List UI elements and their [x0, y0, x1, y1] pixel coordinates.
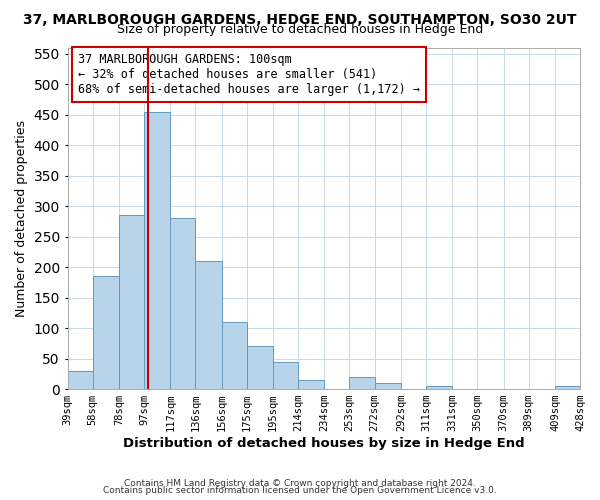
Bar [68, 371, 92, 389]
Text: 37, MARLBOROUGH GARDENS, HEDGE END, SOUTHAMPTON, SO30 2UT: 37, MARLBOROUGH GARDENS, HEDGE END, SOUT… [23, 12, 577, 26]
Bar [119, 215, 144, 389]
Bar [247, 346, 273, 389]
Bar [221, 322, 247, 389]
Bar [374, 383, 401, 389]
Bar [196, 261, 221, 389]
Bar [555, 386, 580, 389]
Text: Size of property relative to detached houses in Hedge End: Size of property relative to detached ho… [117, 22, 483, 36]
Bar [298, 380, 325, 389]
X-axis label: Distribution of detached houses by size in Hedge End: Distribution of detached houses by size … [123, 437, 524, 450]
Bar [426, 386, 452, 389]
Text: Contains public sector information licensed under the Open Government Licence v3: Contains public sector information licen… [103, 486, 497, 495]
Bar [273, 362, 298, 389]
Bar [349, 377, 374, 389]
Text: Contains HM Land Registry data © Crown copyright and database right 2024.: Contains HM Land Registry data © Crown c… [124, 478, 476, 488]
Text: 37 MARLBOROUGH GARDENS: 100sqm
← 32% of detached houses are smaller (541)
68% of: 37 MARLBOROUGH GARDENS: 100sqm ← 32% of … [78, 52, 420, 96]
Y-axis label: Number of detached properties: Number of detached properties [15, 120, 28, 317]
Bar [144, 112, 170, 389]
Bar [92, 276, 119, 389]
Bar [170, 218, 196, 389]
